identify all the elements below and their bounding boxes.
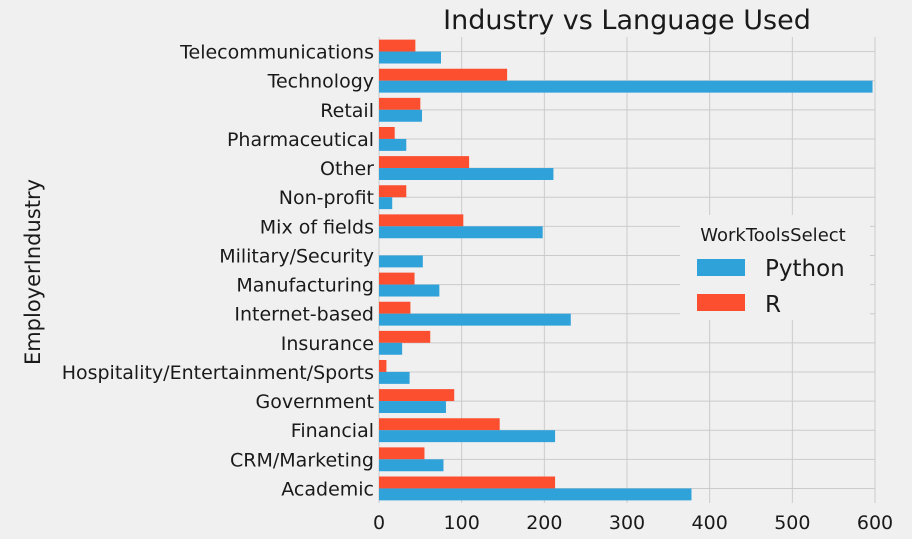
bar-python	[379, 255, 423, 268]
y-tick-label: CRM/Marketing	[230, 449, 374, 471]
bar-python	[379, 430, 556, 443]
bar-r	[379, 301, 411, 314]
x-tick-label: 500	[774, 512, 810, 534]
bar-r	[379, 185, 407, 198]
y-tick-label: Pharmaceutical	[227, 129, 374, 151]
bar-r	[379, 330, 431, 343]
x-tick-label: 600	[857, 512, 893, 534]
bar-python	[379, 109, 422, 122]
bar-r	[379, 126, 395, 139]
bar-python	[379, 401, 446, 414]
y-tick-label: Mix of fields	[260, 216, 374, 238]
bar-python	[379, 371, 410, 384]
bar-r	[379, 68, 508, 81]
y-tick-labels: Telecommunications Technology Retail Pharma…	[62, 42, 374, 501]
legend-swatch-r	[697, 294, 745, 311]
bar-python	[379, 226, 543, 239]
bar-r	[379, 476, 556, 489]
y-tick-label: Hospitality/Entertainment/Sports	[62, 362, 374, 384]
x-tick-labels: 0 100 200 300 400 500 600	[373, 512, 893, 534]
legend-label-r: R	[765, 292, 781, 318]
bar-r	[379, 389, 455, 402]
legend-title: WorkToolsSelect	[700, 225, 845, 246]
bar-r	[379, 156, 470, 169]
bar-python	[379, 168, 554, 181]
x-tick-label: 400	[692, 512, 728, 534]
legend: WorkToolsSelect Python R	[680, 215, 870, 320]
y-tick-label: Retail	[320, 100, 374, 122]
y-tick-label: Insurance	[281, 333, 374, 355]
y-tick-label: Academic	[281, 478, 374, 500]
y-tick-label: Other	[320, 158, 374, 180]
bar-python	[379, 197, 393, 210]
chart-title: Industry vs Language Used	[443, 5, 811, 36]
bar-r	[379, 97, 421, 110]
x-tick-label: 300	[609, 512, 645, 534]
bar-r	[379, 272, 415, 285]
y-tick-label: Telecommunications	[179, 42, 374, 64]
bar-r	[379, 359, 387, 372]
x-tick-label: 0	[373, 512, 385, 534]
y-tick-label: Military/Security	[219, 245, 374, 267]
bar-python	[379, 284, 440, 297]
bar-python	[379, 80, 873, 93]
bar-r	[379, 418, 500, 431]
y-tick-label: Manufacturing	[236, 275, 374, 297]
bar-r	[379, 39, 416, 52]
x-tick-label: 100	[444, 512, 480, 534]
x-tick-label: 200	[526, 512, 562, 534]
y-tick-label: Financial	[291, 420, 374, 442]
legend-label-python: Python	[765, 256, 845, 282]
bar-r	[379, 447, 425, 460]
bars	[379, 39, 873, 501]
y-axis-label: EmployerIndustry	[21, 179, 45, 365]
bar-python	[379, 51, 441, 64]
bar-python	[379, 138, 407, 151]
y-tick-label: Internet-based	[234, 304, 374, 326]
bar-python	[379, 488, 692, 501]
y-tick-label: Government	[256, 391, 375, 413]
legend-swatch-python	[697, 259, 745, 276]
bar-r	[379, 214, 464, 227]
bar-python	[379, 313, 571, 326]
y-tick-label: Non-profit	[279, 187, 374, 209]
y-tick-label: Technology	[267, 71, 374, 93]
bar-python	[379, 342, 403, 355]
bar-python	[379, 459, 444, 472]
